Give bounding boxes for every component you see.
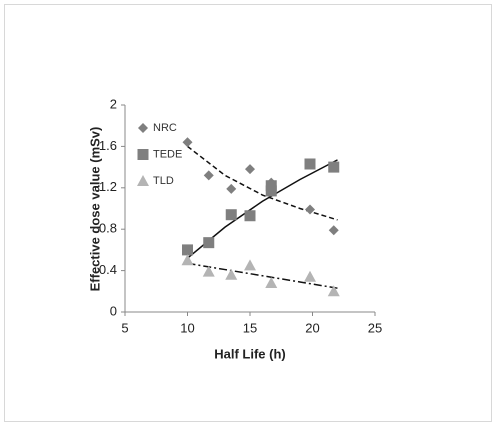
point [203, 170, 214, 181]
legend-label: NRC [153, 122, 177, 134]
point [182, 244, 193, 256]
legend-marker [137, 175, 149, 186]
trend-line [187, 145, 338, 221]
point [244, 210, 256, 222]
point [305, 204, 315, 215]
point [265, 180, 277, 192]
legend-label: TLD [153, 175, 174, 187]
point [244, 259, 256, 271]
legend-marker [137, 149, 149, 160]
x-axis-label: Half Life (h) [214, 346, 286, 361]
y-tick-label: 1.2 [99, 179, 117, 194]
x-tick-label: 20 [305, 320, 319, 335]
point [328, 161, 340, 173]
x-tick-label: 5 [121, 320, 128, 335]
x-tick-label: 10 [180, 320, 194, 335]
point [225, 209, 237, 221]
point [226, 183, 237, 194]
point [203, 237, 215, 249]
y-tick-label: 2 [110, 96, 117, 111]
legend-marker [138, 123, 148, 133]
y-tick-label: 1.6 [99, 138, 117, 153]
trend-line [187, 262, 338, 289]
y-tick-label: 0.4 [99, 262, 117, 277]
point [265, 277, 278, 289]
point [202, 265, 215, 277]
legend-label: TEDE [153, 148, 182, 160]
point [327, 285, 340, 297]
point [328, 225, 339, 236]
x-tick-label: 15 [243, 320, 257, 335]
point [304, 158, 316, 170]
point [245, 164, 255, 175]
y-tick-label: 0 [110, 303, 117, 318]
y-axis-label: Effective dose value (mSv) [87, 127, 102, 292]
point [225, 268, 238, 280]
x-tick-label: 25 [368, 320, 382, 335]
point [181, 254, 194, 266]
point [182, 137, 193, 148]
point [304, 270, 316, 282]
y-tick-label: 0.8 [99, 221, 117, 236]
